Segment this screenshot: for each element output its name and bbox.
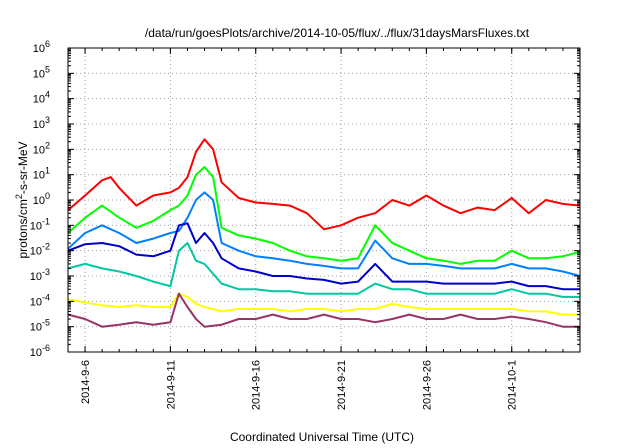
y-tick-label: 10-1	[30, 216, 50, 232]
y-tick-label: 10-5	[30, 318, 50, 334]
series-line-3	[67, 191, 581, 277]
y-tick-label: 105	[33, 64, 50, 80]
series-line-2	[67, 166, 581, 265]
x-tick-label: 2014-9-26	[421, 360, 433, 410]
series-layer	[67, 138, 581, 328]
y-axis-ticks: 10-6 10-5 10-4 10-3 10-2 10-1 100 101 102 103 104 1…	[30, 39, 580, 359]
y-tick-label: 103	[33, 115, 50, 131]
series-line-4	[67, 222, 580, 291]
y-tick-label: 106	[33, 39, 50, 55]
y-tick-label: 10-4	[30, 292, 50, 308]
y-tick-label: 10-3	[30, 267, 50, 283]
y-tick-label: 10-6	[30, 343, 50, 359]
y-tick-label: 10-2	[30, 242, 50, 258]
grid	[68, 48, 580, 352]
x-tick-label: 2014-9-6	[80, 360, 92, 404]
x-tick-label: 2014-10-1	[507, 360, 519, 410]
y-tick-label: 104	[33, 90, 50, 106]
y-tick-label: 102	[33, 140, 50, 156]
y-tick-label: 100	[33, 191, 50, 207]
y-axis-label: protons/cm2-s-sr-MeV	[14, 141, 30, 258]
x-tick-label: 2014-9-21	[336, 360, 348, 410]
x-axis-ticks: 2014-9-6 2014-9-11 2014-9-16 2014-9-21 2014-…	[67, 48, 581, 410]
series-line-5	[67, 242, 580, 298]
series-line-7	[67, 292, 580, 328]
series-line-6	[67, 292, 580, 316]
x-axis-label: Coordinated Universal Time (UTC)	[230, 430, 414, 444]
x-tick-label: 2014-9-16	[251, 360, 263, 410]
x-tick-label: 2014-9-11	[165, 360, 177, 409]
series-line-1	[67, 138, 581, 231]
y-tick-label: 101	[33, 166, 50, 182]
chart-title: /data/run/goesPlots/archive/2014-10-05/f…	[145, 26, 530, 40]
